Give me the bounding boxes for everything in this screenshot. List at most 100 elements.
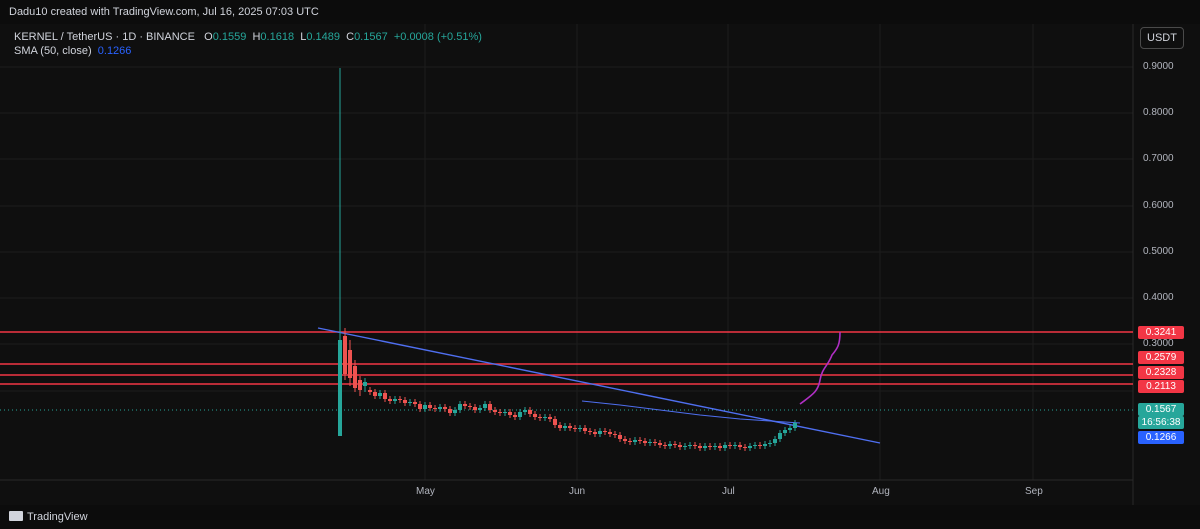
- ohlc-row: KERNEL / TetherUS · 1D · BINANCE O0.1559…: [14, 30, 482, 44]
- candle-body: [363, 382, 367, 386]
- candle-body: [508, 412, 512, 415]
- candle-body: [773, 439, 777, 443]
- creator-line: Dadu10 created with TradingView.com, Jul…: [9, 6, 319, 18]
- candle-body: [458, 404, 462, 410]
- sma-label: SMA (50, close): [14, 45, 92, 57]
- y-tick-0.6000: 0.6000: [1143, 200, 1174, 211]
- candle-body: [408, 402, 412, 403]
- candle-body: [648, 442, 652, 443]
- tradingview-logo[interactable]: TradingView: [9, 511, 88, 523]
- price-tag-resistance-2: 0.2579: [1138, 351, 1184, 364]
- candle-body: [448, 409, 452, 413]
- candle-body: [623, 439, 627, 441]
- sma-line: [581, 400, 801, 424]
- candle-body: [558, 425, 562, 428]
- candle-body: [378, 393, 382, 396]
- candle-body: [708, 446, 712, 447]
- y-tick-0.4000: 0.4000: [1143, 292, 1174, 303]
- candle-body: [453, 410, 457, 413]
- footer-bar: TradingView: [0, 505, 1200, 529]
- high-value: 0.1618: [260, 31, 295, 43]
- candle-body: [498, 412, 502, 413]
- sma-row[interactable]: SMA (50, close) 0.1266: [14, 44, 482, 58]
- candle-body: [493, 410, 497, 412]
- x-tick-sep: Sep: [1025, 486, 1043, 497]
- candle-body: [443, 407, 447, 409]
- candle-body: [678, 445, 682, 447]
- price-tag-sma: 0.1266: [1138, 431, 1184, 444]
- price-tag-last-price: 0.1567: [1138, 403, 1184, 416]
- candle-body: [513, 415, 517, 417]
- candle-body: [463, 404, 467, 406]
- candle-body: [593, 432, 597, 434]
- candle-body: [718, 446, 722, 448]
- candle-body: [383, 393, 387, 399]
- candle-body: [423, 405, 427, 409]
- candle-body: [588, 431, 592, 432]
- candle-body: [518, 412, 522, 417]
- candle-body: [683, 446, 687, 447]
- candle-body: [478, 408, 482, 410]
- y-tick-0.7000: 0.7000: [1143, 153, 1174, 164]
- candle-body: [783, 430, 787, 433]
- price-tag-resistance-4: 0.2113: [1138, 380, 1184, 393]
- currency-button[interactable]: USDT: [1140, 27, 1184, 49]
- x-tick-may: May: [416, 486, 435, 497]
- candle-body: [668, 444, 672, 446]
- y-tick-0.8000: 0.8000: [1143, 107, 1174, 118]
- candle-body: [608, 432, 612, 434]
- x-tick-jul: Jul: [722, 486, 735, 497]
- chart-area[interactable]: [0, 24, 1200, 505]
- candle-body: [343, 336, 347, 374]
- candle-body: [433, 408, 437, 409]
- candle-body: [483, 404, 487, 408]
- symbol-name[interactable]: KERNEL / TetherUS · 1D · BINANCE: [14, 31, 195, 43]
- y-tick-0.3000: 0.3000: [1143, 338, 1174, 349]
- candle-body: [613, 434, 617, 435]
- change-value: +0.0008 (+0.51%): [393, 31, 482, 43]
- candle-body: [523, 410, 527, 412]
- candle-body: [428, 405, 432, 408]
- candle-body: [438, 407, 442, 409]
- y-tick-0.5000: 0.5000: [1143, 246, 1174, 257]
- candle-body: [528, 410, 532, 414]
- price-tag-resistance-3: 0.2328: [1138, 366, 1184, 379]
- candle-body: [418, 404, 422, 409]
- candle-body: [583, 428, 587, 431]
- candle-body: [338, 340, 342, 436]
- candle-body: [473, 407, 477, 410]
- price-tag-countdown: 16:56:38: [1138, 416, 1184, 429]
- candle-body: [468, 406, 472, 407]
- descending-trendline[interactable]: [317, 327, 881, 444]
- candle-body: [748, 446, 752, 448]
- candle-body: [553, 419, 557, 425]
- projection-path[interactable]: [799, 331, 841, 405]
- candle-body: [778, 433, 782, 439]
- candle-body: [693, 445, 697, 446]
- candle-body: [673, 444, 677, 445]
- candle-body: [503, 412, 507, 413]
- candle-body: [563, 426, 567, 428]
- candle-body: [543, 417, 547, 418]
- open-label: O: [204, 31, 213, 43]
- tradingview-logo-icon: [9, 511, 23, 521]
- candle-body: [388, 399, 392, 401]
- candle-body: [403, 400, 407, 403]
- candle-body: [573, 428, 577, 429]
- candle-body: [688, 445, 692, 446]
- candle-body: [348, 350, 352, 378]
- price-tag-resistance-1: 0.3241: [1138, 326, 1184, 339]
- candle-body: [628, 441, 632, 442]
- y-tick-0.9000: 0.9000: [1143, 61, 1174, 72]
- x-tick-aug: Aug: [872, 486, 890, 497]
- candle-body: [618, 435, 622, 439]
- close-value: 0.1567: [354, 31, 388, 43]
- candle-body: [578, 428, 582, 429]
- candle-body: [538, 417, 542, 418]
- candle-body: [603, 431, 607, 432]
- candle-body: [698, 446, 702, 448]
- open-value: 0.1559: [212, 31, 247, 43]
- chart-legend: KERNEL / TetherUS · 1D · BINANCE O0.1559…: [14, 30, 482, 58]
- candle-body: [358, 380, 362, 390]
